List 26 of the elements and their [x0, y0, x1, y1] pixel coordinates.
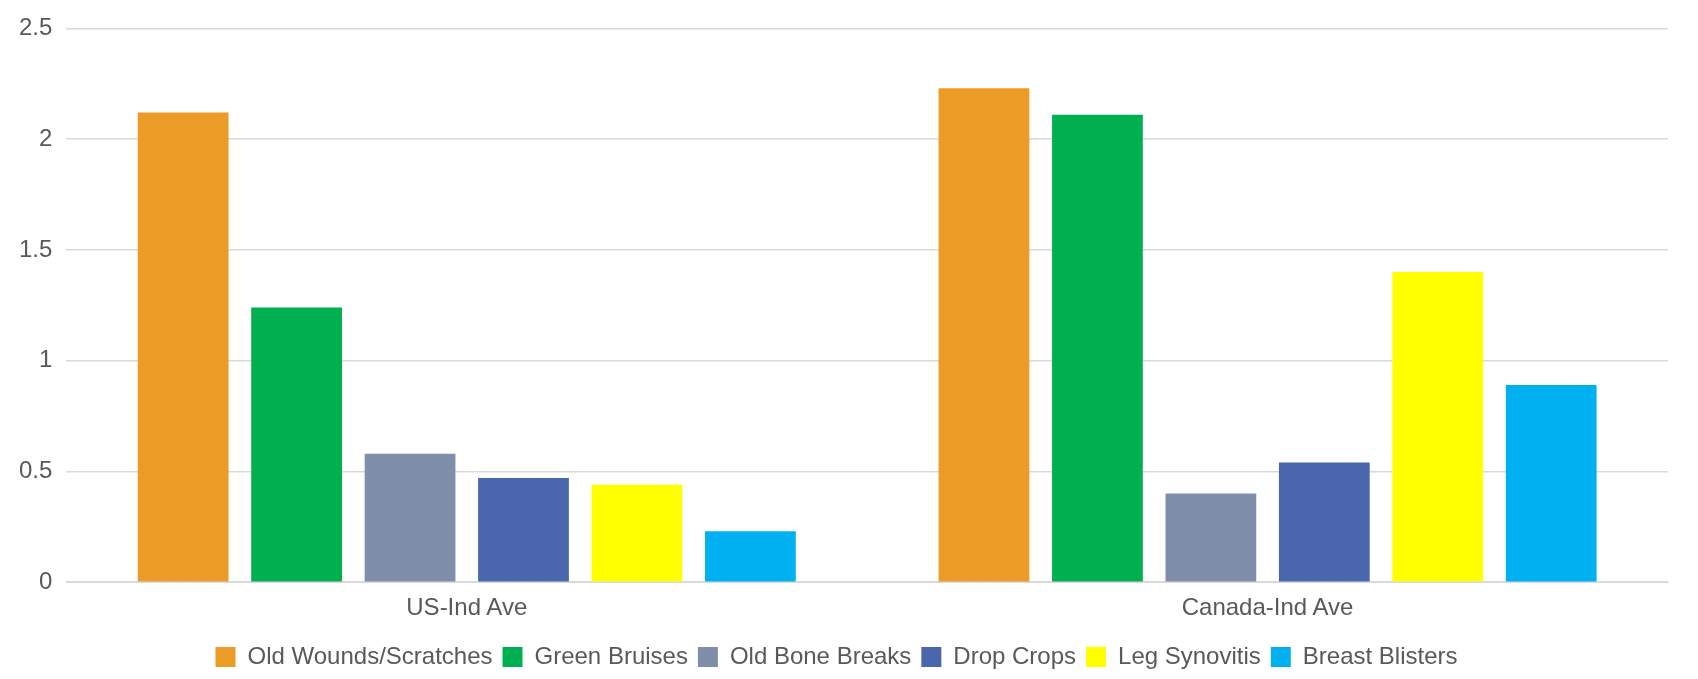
- bar: [938, 88, 1030, 582]
- bar: [478, 478, 569, 582]
- bar: [251, 307, 342, 582]
- bar: [1052, 114, 1143, 582]
- x-tick-label: Canada-Ind Ave: [1181, 593, 1354, 621]
- y-tick-label: 2: [39, 123, 53, 151]
- y-tick-label: 1: [39, 345, 53, 373]
- y-tick-label: 0.5: [18, 456, 53, 484]
- legend-label: Leg Synovitis: [1118, 641, 1261, 669]
- y-tick-label: 0: [39, 566, 53, 594]
- bar: [137, 112, 229, 582]
- bar: [364, 453, 456, 582]
- legend-label: Drop Crops: [953, 641, 1077, 669]
- y-tick-label: 1.5: [18, 234, 53, 262]
- bar: [705, 531, 796, 582]
- bar: [591, 484, 683, 582]
- bar: [1165, 493, 1257, 582]
- legend-label: Old Bone Breaks: [729, 641, 912, 669]
- legend-label: Green Bruises: [534, 641, 688, 669]
- bar: [1505, 385, 1597, 582]
- y-tick-label: 2.5: [18, 13, 53, 41]
- legend-label: Breast Blisters: [1302, 641, 1458, 669]
- legend-label: Old Wounds/Scratches: [247, 641, 493, 669]
- bar: [1392, 272, 1484, 582]
- bar: [1278, 462, 1370, 582]
- x-tick-label: US-Ind Ave: [406, 593, 528, 621]
